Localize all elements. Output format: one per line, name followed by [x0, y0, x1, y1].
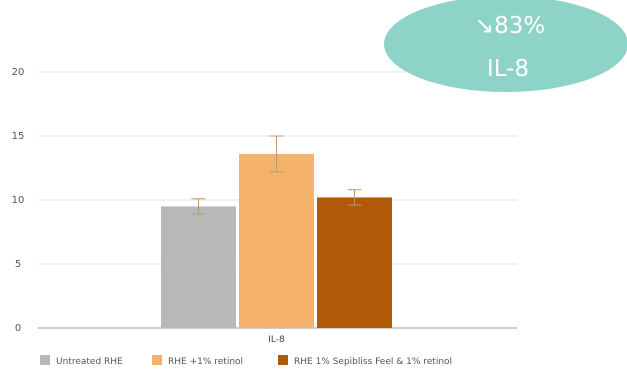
error-bar	[347, 189, 362, 206]
y-tick-label: 10	[12, 195, 25, 206]
y-axis-ticks: 0 5 10 15 20	[12, 67, 25, 334]
error-bar	[269, 135, 284, 173]
legend-swatch	[152, 355, 162, 365]
bars	[161, 135, 392, 328]
error-bar	[191, 198, 206, 215]
legend-item: RHE 1% Sepibliss Feel & 1% retinol	[278, 355, 452, 367]
x-axis-ticks: IL-8	[268, 335, 285, 345]
legend-label: RHE 1% Sepibliss Feel & 1% retinol	[294, 357, 452, 367]
y-tick-label: 5	[15, 259, 21, 270]
legend-swatch	[278, 355, 288, 365]
legend-item: RHE +1% retinol	[152, 355, 243, 367]
legend-label: RHE +1% retinol	[168, 357, 243, 367]
y-tick-label: 15	[12, 131, 25, 142]
legend-item: Untreated RHE	[40, 355, 123, 367]
y-tick-label: 0	[15, 323, 21, 334]
legend: Untreated RHE RHE +1% retinol RHE 1% Sepib…	[40, 355, 452, 367]
bar	[317, 197, 392, 328]
callout-marker: IL-8	[487, 56, 529, 82]
callout-badge: ↘83% IL-8	[384, 0, 627, 92]
x-tick-label: IL-8	[268, 335, 285, 345]
callout-percent: ↘83%	[475, 13, 545, 39]
legend-swatch	[40, 355, 50, 365]
legend-label: Untreated RHE	[56, 357, 123, 367]
bar	[239, 153, 314, 328]
y-tick-label: 20	[12, 67, 25, 78]
bar	[161, 206, 236, 328]
callout-ellipse	[384, 0, 627, 92]
